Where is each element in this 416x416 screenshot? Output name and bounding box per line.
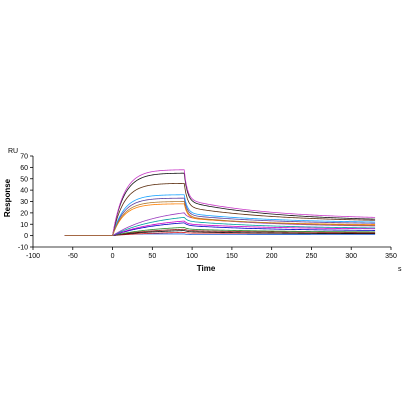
- y-tick-label: 20: [20, 210, 28, 217]
- series-line-6: [64, 222, 376, 237]
- y-axis: -10 0 10 20 30 40 50 60 70: [18, 154, 34, 252]
- series-line-16: [64, 201, 376, 237]
- x-tick-label: 350: [385, 253, 397, 260]
- y-tick-label: 0: [24, 233, 28, 240]
- x-tick-label: 150: [226, 253, 238, 260]
- x-tick-label: 250: [306, 253, 318, 260]
- series-group: [64, 169, 376, 237]
- y-tick-label: 40: [20, 188, 28, 195]
- series-line-15: [64, 169, 376, 237]
- y-tick-label: 30: [20, 199, 28, 206]
- series-line-14: [64, 172, 376, 237]
- series-line-7: [64, 220, 376, 237]
- series-line-5: [64, 227, 376, 237]
- y-ticks: -10 0 10 20 30 40 50 60 70: [18, 154, 33, 252]
- series-line-11: [64, 197, 376, 237]
- x-tick-label: 50: [148, 253, 156, 260]
- x-tick-label: 200: [266, 253, 278, 260]
- x-tick-label: 100: [186, 253, 198, 260]
- series-line-10: [64, 203, 376, 237]
- y-tick-label: 60: [20, 165, 28, 172]
- x-axis-title: Time: [197, 264, 216, 273]
- x-tick-label: -50: [68, 253, 78, 260]
- series-line-3: [64, 230, 376, 237]
- series-line-8: [64, 216, 376, 237]
- series-line-12: [64, 194, 376, 237]
- series-line-13: [64, 183, 376, 237]
- x-unit-label: s: [398, 266, 402, 273]
- x-tick-label: 300: [345, 253, 357, 260]
- x-tick-label: -100: [26, 253, 40, 260]
- x-axis: -100 -50 0 50 100 150 200 250 300 350: [26, 246, 397, 260]
- x-ticks: -100 -50 0 50 100 150 200 250 300 350: [26, 247, 397, 260]
- y-tick-label: -10: [18, 245, 28, 252]
- x-tick-label: 0: [111, 253, 115, 260]
- y-unit-label: RU: [8, 148, 18, 155]
- y-axis-title: Response: [3, 178, 12, 217]
- series-line-4: [64, 228, 376, 237]
- y-tick-label: 10: [20, 222, 28, 229]
- y-tick-label: 50: [20, 176, 28, 183]
- y-tick-label: 70: [20, 154, 28, 161]
- series-line-2: [64, 232, 376, 237]
